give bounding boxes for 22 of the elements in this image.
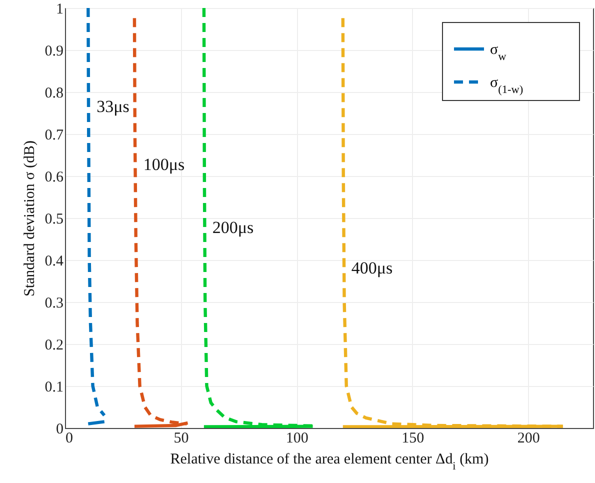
x-tick-label: 150	[402, 430, 424, 446]
legend-label: σ$_{(1-w)}$	[490, 75, 524, 96]
y-tick-label: 0.1	[44, 380, 64, 396]
y-tick-label: 0.9	[44, 44, 64, 60]
x-axis-title: Relative distance of the area element center Δd$_{i}$ (km)	[170, 452, 489, 472]
y-tick-label: 0.7	[44, 128, 64, 144]
annotation: 200μs	[212, 218, 254, 238]
y-tick-label: 0.5	[44, 212, 64, 228]
x-tick-label: 50	[174, 430, 189, 446]
annotation: 33μs	[96, 97, 130, 116]
y-tick-label: 0.2	[44, 338, 64, 354]
annotation: 100μs	[143, 155, 185, 174]
annotation: 400μs	[351, 258, 393, 278]
y-tick-label: 0.8	[44, 86, 64, 102]
legend-label: σ$_{w}$	[490, 42, 508, 63]
x-tick-label: 100	[286, 430, 308, 446]
x-tick-label: 200	[517, 430, 540, 446]
y-tick-label: 0.3	[44, 296, 64, 312]
y-axis-title: Standard deviation σ (dB)	[22, 140, 38, 296]
y-tick-label: 0.4	[44, 254, 64, 270]
y-tick-label: 1	[56, 2, 64, 18]
y-tick-label: 0.6	[44, 170, 64, 186]
